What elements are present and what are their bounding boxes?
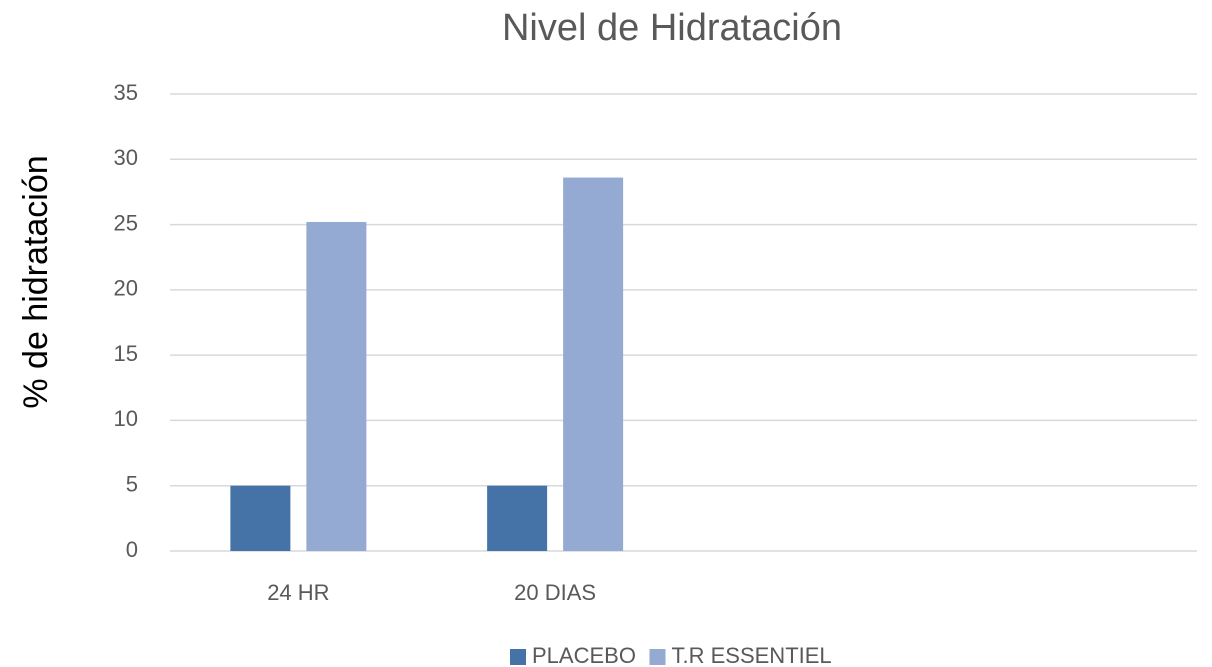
y-tick-label: 35 <box>114 80 138 105</box>
legend-swatch <box>510 649 526 665</box>
x-tick-label: 20 DIAS <box>514 580 596 605</box>
y-tick-label: 5 <box>126 472 138 497</box>
y-tick-label: 10 <box>114 406 138 431</box>
y-tick-label: 20 <box>114 276 138 301</box>
y-tick-label: 30 <box>114 145 138 170</box>
y-tick-label: 0 <box>126 537 138 562</box>
chart-title: Nivel de Hidratación <box>502 7 842 49</box>
x-tick-label: 24 HR <box>267 580 329 605</box>
y-tick-label: 25 <box>114 210 138 235</box>
legend-swatch <box>649 649 666 665</box>
bar <box>230 485 291 551</box>
y-axis-label: % de hidratación <box>17 155 55 408</box>
bar <box>563 177 624 551</box>
bar <box>306 221 367 551</box>
bar <box>487 485 548 551</box>
legend-label: T.R ESSENTIEL <box>672 643 832 667</box>
legend-label: PLACEBO <box>532 643 636 667</box>
y-tick-label: 15 <box>114 341 138 366</box>
